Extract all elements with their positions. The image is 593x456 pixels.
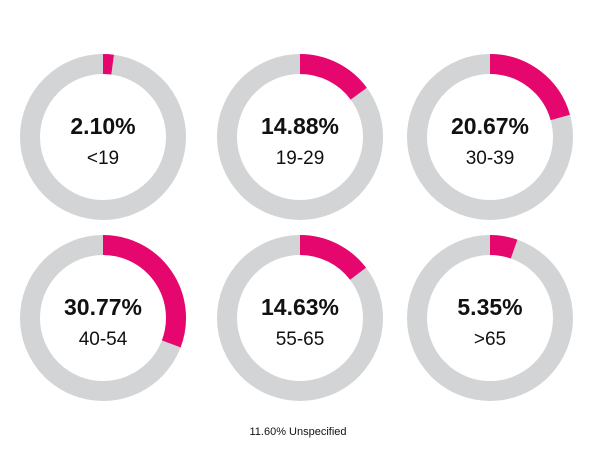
donut-arc [299, 54, 367, 100]
category-label: <19 [87, 148, 119, 169]
value-label: 5.35% [457, 294, 522, 320]
donut-arc [299, 235, 366, 281]
value-label: 30.77% [64, 294, 142, 320]
value-label: 14.88% [261, 113, 339, 139]
footnote: 11.60% Unspecified [249, 426, 346, 438]
value-label: 20.67% [451, 113, 529, 139]
value-label: 14.63% [261, 294, 339, 320]
category-label: >65 [474, 329, 506, 350]
category-label: 30-39 [466, 148, 515, 169]
donut-arc [102, 54, 114, 75]
category-label: 19-29 [276, 148, 325, 169]
donut-arc [102, 235, 186, 348]
category-label: 40-54 [79, 329, 128, 350]
value-label: 2.10% [70, 113, 135, 139]
donut-arc [489, 54, 570, 121]
category-label: 55-65 [276, 329, 325, 350]
donut-arc [489, 235, 518, 259]
